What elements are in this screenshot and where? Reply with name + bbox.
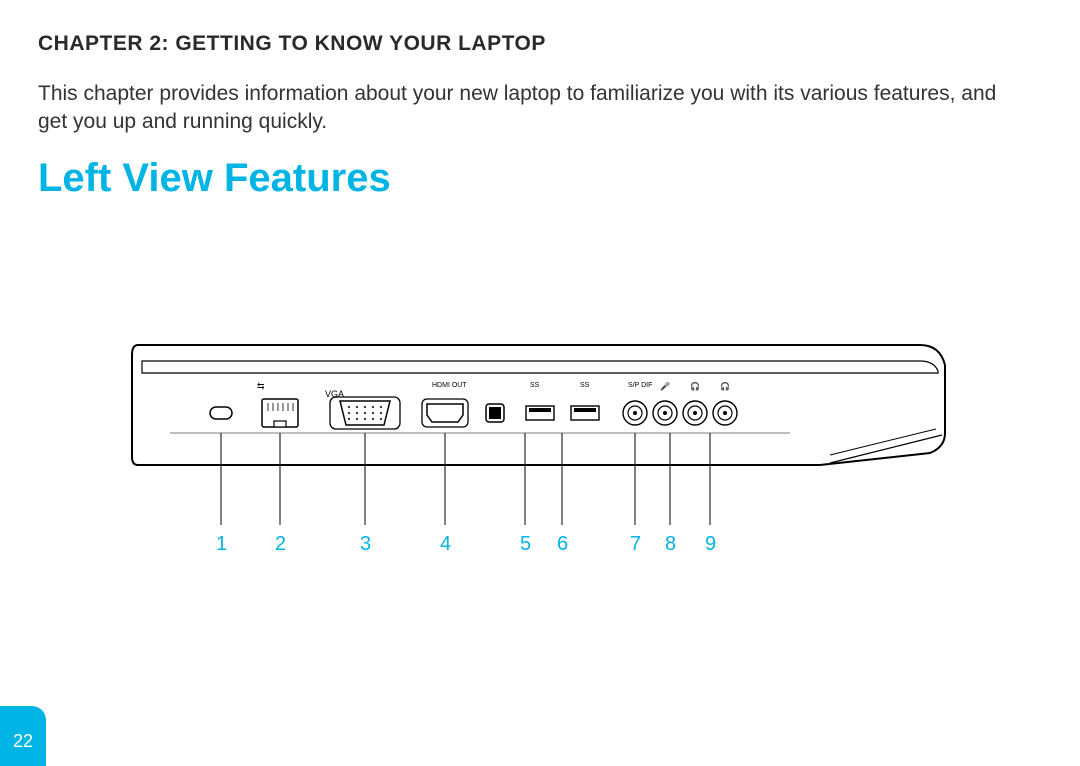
usb3-a — [526, 406, 554, 420]
headphone-icon: 🎧 — [690, 381, 700, 391]
callout-number: 8 — [665, 533, 676, 555]
page-number: 22 — [13, 731, 33, 752]
callout-number: 1 — [216, 533, 227, 555]
page-number-tab: 22 — [0, 706, 46, 766]
usb3-b — [571, 406, 599, 420]
port-label: SS — [580, 382, 590, 389]
security-slot — [210, 407, 232, 419]
section-title: Left View Features — [38, 156, 391, 201]
headphone-icon: 🎧 — [720, 381, 730, 391]
callout-number: 6 — [557, 533, 568, 555]
port-label: S/P DIF — [628, 382, 652, 389]
laptop-top-ridge — [142, 361, 938, 373]
callout-number: 2 — [275, 533, 286, 555]
audio-mic — [653, 401, 677, 425]
callout-number: 9 — [705, 533, 716, 555]
port-label: HDMI OUT — [432, 382, 467, 389]
audio-hp2 — [713, 401, 737, 425]
mini-dp — [486, 404, 504, 422]
ethernet — [262, 399, 298, 427]
callout-number: 7 — [630, 533, 641, 555]
callout-number: 5 — [520, 533, 531, 555]
network-icon: ⇆ — [257, 381, 265, 391]
port-label: VGA — [325, 389, 344, 399]
intro-paragraph: This chapter provides information about … — [38, 80, 1018, 137]
audio-spdif — [623, 401, 647, 425]
port-label: SS — [530, 382, 540, 389]
callout-number: 4 — [440, 533, 451, 555]
left-view-diagram: ⇆ 🎤 🎧 🎧 VGA HDMI OUT SS SS S/P DIF 1 2 3 4 5 6 7 8 9 — [130, 335, 950, 635]
mic-icon: 🎤 — [660, 381, 670, 391]
chapter-title: CHAPTER 2: GETTING TO KNOW YOUR LAPTOP — [38, 32, 546, 56]
callout-number: 3 — [360, 533, 371, 555]
audio-hp1 — [683, 401, 707, 425]
